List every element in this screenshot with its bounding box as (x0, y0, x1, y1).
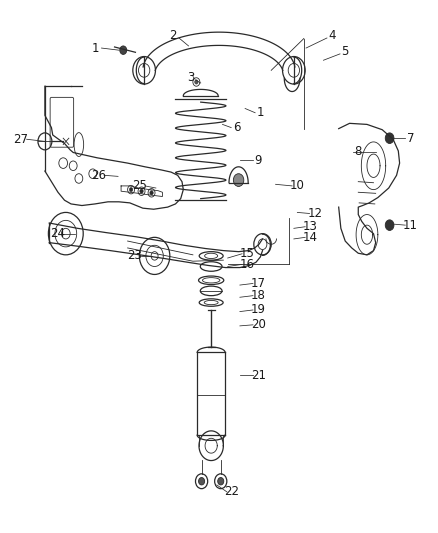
Text: 13: 13 (303, 220, 318, 233)
Circle shape (198, 478, 205, 485)
Text: 16: 16 (240, 258, 255, 271)
Text: 12: 12 (307, 207, 322, 220)
Text: 25: 25 (132, 180, 147, 192)
Text: 10: 10 (290, 180, 305, 192)
Text: 8: 8 (355, 146, 362, 158)
Text: 11: 11 (403, 219, 418, 232)
Text: 14: 14 (303, 231, 318, 244)
Circle shape (194, 80, 198, 84)
Text: 1: 1 (91, 42, 99, 54)
Text: 27: 27 (14, 133, 28, 146)
Text: 19: 19 (251, 303, 266, 317)
Text: 6: 6 (233, 121, 240, 134)
Text: 4: 4 (328, 29, 336, 42)
Text: 17: 17 (251, 277, 266, 290)
Circle shape (150, 191, 153, 195)
Text: 5: 5 (342, 45, 349, 58)
Text: 15: 15 (240, 247, 255, 260)
Text: 1: 1 (257, 106, 264, 119)
Text: 7: 7 (407, 132, 414, 144)
Text: 24: 24 (50, 227, 65, 240)
Text: 22: 22 (225, 486, 240, 498)
Text: 21: 21 (251, 369, 266, 382)
Circle shape (233, 174, 244, 187)
Text: 18: 18 (251, 289, 265, 302)
Text: 9: 9 (254, 154, 262, 167)
Circle shape (129, 188, 133, 192)
Text: 3: 3 (187, 71, 194, 84)
Circle shape (120, 46, 127, 54)
Text: 20: 20 (251, 318, 265, 332)
Circle shape (385, 220, 394, 230)
Circle shape (218, 478, 224, 485)
Circle shape (140, 189, 143, 193)
Text: 23: 23 (127, 249, 141, 262)
Circle shape (385, 133, 394, 143)
Text: 2: 2 (170, 29, 177, 42)
Text: 26: 26 (92, 169, 106, 182)
